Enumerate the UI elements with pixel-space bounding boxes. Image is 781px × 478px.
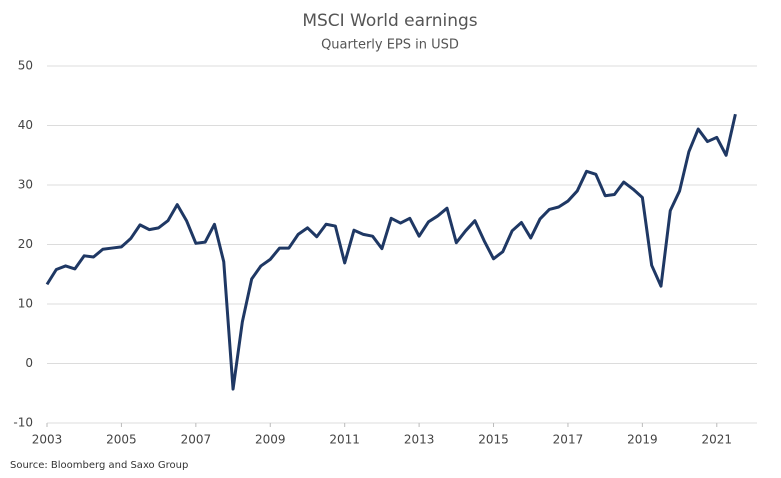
- y-tick-label: 10: [18, 297, 33, 311]
- x-tick-label: 2011: [329, 433, 360, 447]
- y-tick-label: 30: [18, 178, 33, 192]
- x-tick-label: 2015: [478, 433, 509, 447]
- y-tick-label: 0: [25, 356, 33, 370]
- x-tick-label: 2007: [181, 433, 212, 447]
- line: [45, 113, 737, 391]
- x-tick-label: 2021: [702, 433, 733, 447]
- y-tick-label: -10: [13, 416, 33, 430]
- x-tick-label: 2017: [553, 433, 584, 447]
- source: Source: Bloomberg and Saxo Group: [10, 460, 188, 471]
- x-tick-label: 2005: [106, 433, 137, 447]
- x-tick-label: 2019: [627, 433, 658, 447]
- y-tick-label: 20: [18, 237, 33, 251]
- y-tick-label: 50: [18, 59, 33, 73]
- x-tick-label: 2003: [32, 433, 63, 447]
- y-tick-label: 40: [18, 118, 33, 132]
- x-tick-label: 2009: [255, 433, 286, 447]
- chart-title: MSCI World earnings: [302, 11, 477, 31]
- chart-subtitle: Quarterly EPS in USD: [321, 38, 459, 53]
- x-tick-label: 2013: [404, 433, 435, 447]
